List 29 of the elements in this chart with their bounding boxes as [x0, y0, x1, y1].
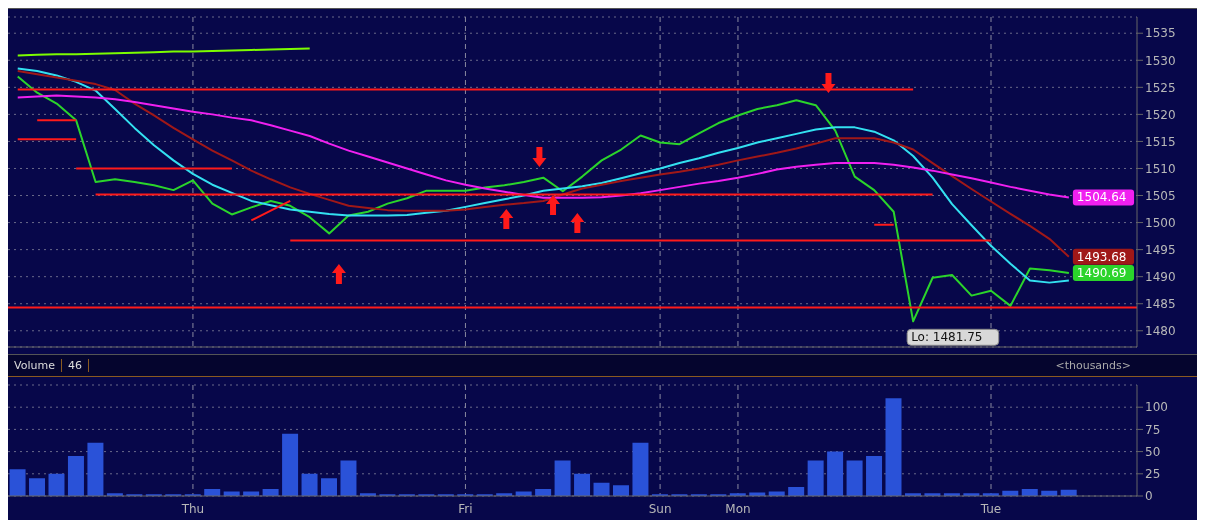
annotation: Lo: 1481.75: [911, 330, 983, 345]
y-tick-label: 100: [1145, 400, 1168, 415]
text: 46: [61, 359, 89, 372]
x-tick-label: Mon: [725, 501, 751, 516]
data-label: 1490.69: [1076, 265, 1127, 280]
y-tick-label: 1535: [1145, 26, 1176, 41]
data-label: 1493.68: [1076, 249, 1127, 264]
x-tick-label: Thu: [180, 501, 205, 516]
chart-title: Volume: [8, 359, 62, 372]
y-tick-label: 1500: [1145, 215, 1176, 230]
y-tick-label: 1490: [1145, 269, 1176, 284]
y-tick-label: 1505: [1145, 188, 1176, 203]
y-tick-label: 1525: [1145, 80, 1176, 95]
data-label: 1504.64: [1076, 190, 1127, 205]
y-tick-label: 1485: [1145, 296, 1176, 311]
y-tick-label: 1480: [1145, 324, 1176, 339]
y-tick-label: 75: [1145, 422, 1161, 437]
x-tick-label: Tue: [979, 501, 1002, 516]
y-tick-label: 25: [1145, 467, 1161, 482]
y-tick-label: 1495: [1145, 242, 1176, 257]
y-tick-label: 1530: [1145, 53, 1176, 68]
x-tick-label: Sun: [648, 501, 672, 516]
y-tick-label: 1515: [1145, 134, 1176, 149]
text: <thousands>: [1054, 359, 1132, 372]
x-tick-label: Fri: [458, 501, 473, 516]
y-tick-label: 50: [1145, 444, 1161, 459]
y-tick-label: 0: [1145, 489, 1153, 504]
y-tick-label: 1510: [1145, 161, 1176, 176]
y-tick-label: 1520: [1145, 107, 1176, 122]
